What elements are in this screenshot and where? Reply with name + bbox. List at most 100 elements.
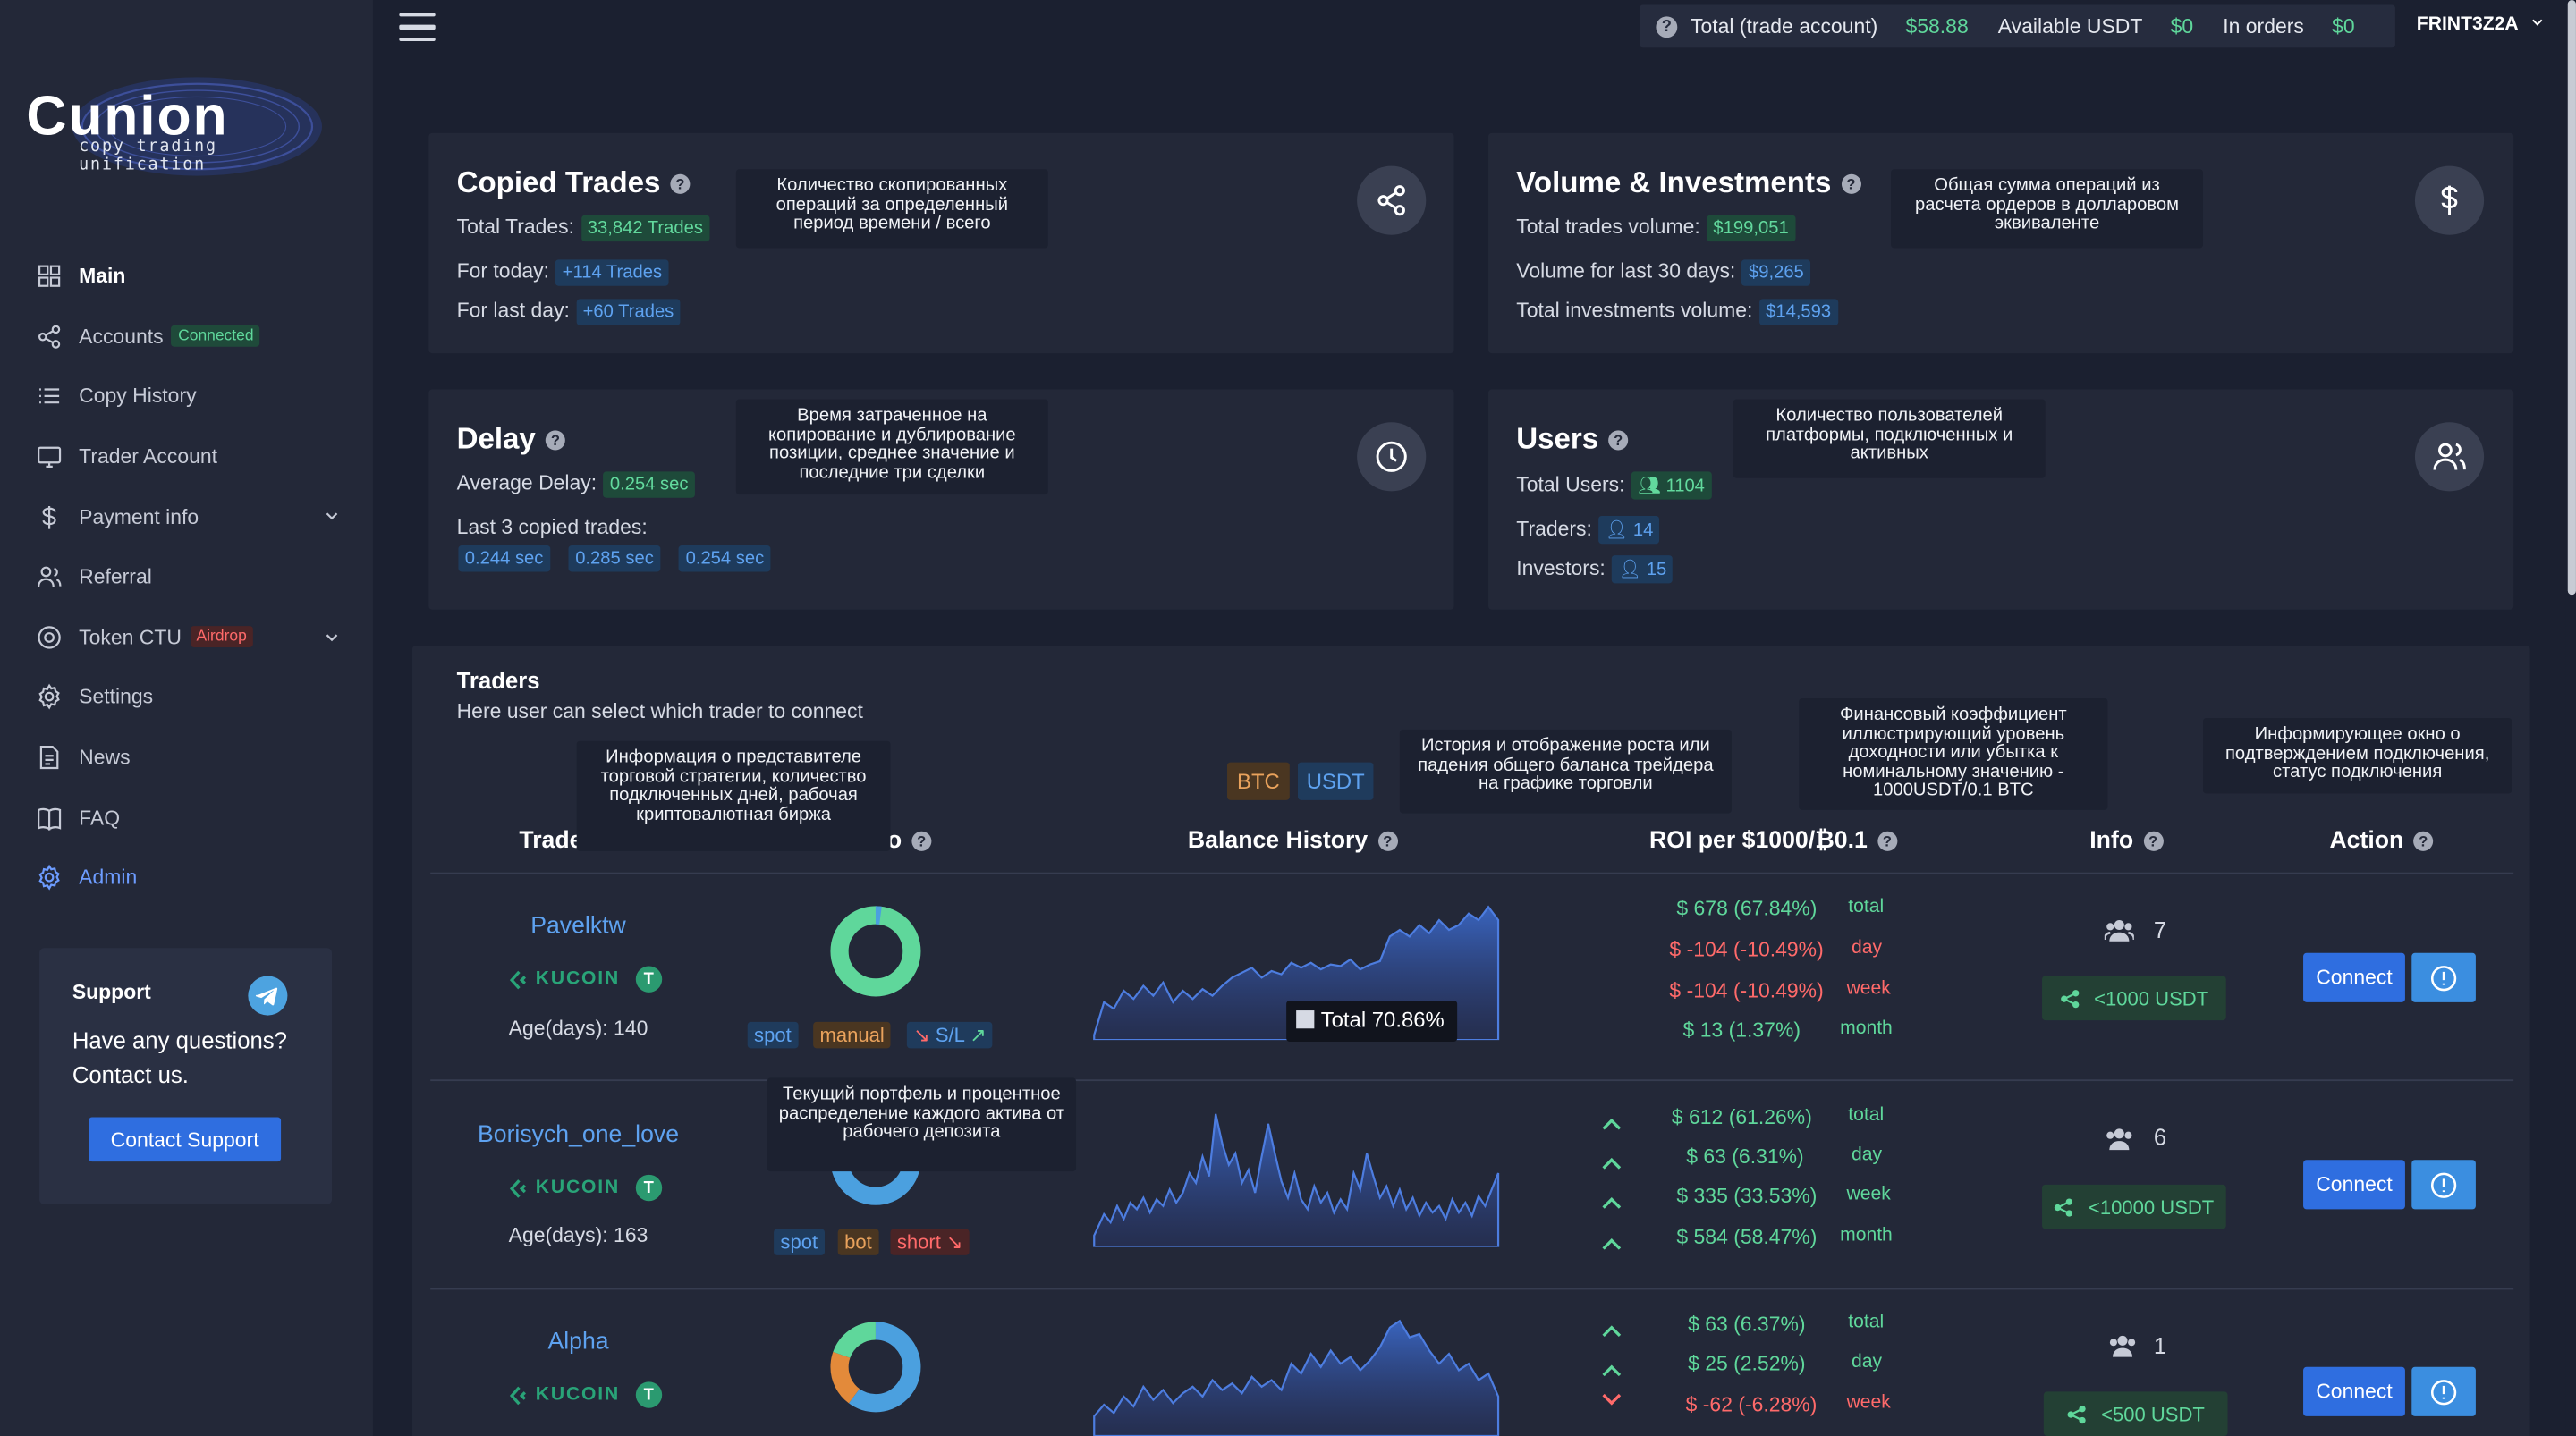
logo-tagline: copy trading unification — [79, 138, 217, 174]
portfolio-donut — [830, 906, 921, 997]
users-icon — [36, 564, 62, 590]
delay-tooltip: Время затраченное на копирование и дубли… — [735, 399, 1048, 495]
sidebar-item-faq[interactable]: FAQ — [0, 788, 373, 848]
kucoin-icon — [509, 969, 526, 989]
sidebar-item-admin[interactable]: Admin — [0, 848, 373, 908]
contact-support-button[interactable]: Contact Support — [89, 1117, 282, 1162]
alert-circle-icon — [2430, 966, 2457, 992]
sidebar-item-label: Copy History — [79, 384, 197, 409]
sidebar-item-main[interactable]: Main — [0, 247, 373, 307]
sidebar-item-label: Payment info — [79, 505, 199, 529]
last3-label: Last 3 copied trades: — [456, 515, 648, 539]
sidebar-item-label: Settings — [79, 686, 154, 709]
help-icon[interactable]: ? — [1841, 174, 1861, 195]
roi-value: $ 63 (6.31%) — [1686, 1145, 1804, 1169]
sidebar-item-trader-account[interactable]: Trader Account — [0, 427, 373, 486]
connect-button[interactable]: Connect — [2303, 952, 2405, 1002]
th-trader: Trade — [519, 828, 583, 855]
sidebar-item-token-ctu[interactable]: Token CTU Airdrop — [0, 607, 373, 667]
share-icon — [2067, 1405, 2086, 1423]
scrollbar-thumb[interactable] — [2567, 0, 2576, 596]
volume-title: Volume & Investments? — [1516, 166, 1861, 201]
news-icon — [36, 744, 62, 770]
help-icon[interactable]: ? — [1877, 832, 1897, 852]
token-icon — [36, 624, 62, 650]
th-balance: Balance History? — [1188, 828, 1398, 855]
delay-value: 0.244 sec — [458, 545, 550, 572]
help-icon[interactable]: ? — [545, 430, 565, 451]
trader-name-link[interactable]: Pavelktw — [530, 913, 626, 941]
telegram-icon[interactable] — [248, 976, 288, 1016]
delay-title: Delay? — [457, 422, 565, 457]
delay-value: 0.285 sec — [568, 545, 661, 572]
info-button[interactable] — [2411, 952, 2476, 1002]
share-icon — [2055, 1197, 2073, 1216]
sidebar-item-label: Admin — [79, 866, 138, 890]
menu-toggle-icon[interactable] — [399, 13, 436, 43]
chevron-up-icon — [1602, 1118, 1622, 1130]
help-icon[interactable]: ? — [1608, 430, 1629, 451]
trader-name-link[interactable]: Borisych_one_love — [477, 1122, 680, 1149]
tab-usdt[interactable]: USDT — [1297, 762, 1374, 800]
roi-value: $ 63 (6.37%) — [1688, 1313, 1806, 1336]
help-icon[interactable]: ? — [1377, 832, 1398, 852]
connect-button[interactable]: Connect — [2303, 1160, 2405, 1210]
table-divider — [430, 1079, 2514, 1082]
chevron-up-icon — [1602, 1364, 1622, 1377]
support-text: Have any questions? Contact us. — [72, 1026, 287, 1088]
connect-button[interactable]: Connect — [2303, 1366, 2405, 1416]
support-card: Support Have any questions? Contact us. … — [39, 948, 333, 1204]
trader-tags: spot manual ↘ S/L ↗ — [747, 1021, 1027, 1052]
account-balance-bar: ? Total (trade account) $58.88 Available… — [1640, 4, 2395, 48]
roi-label: week — [1846, 1184, 1891, 1204]
total-volume-row: Total trades volume: $199,051 — [1516, 215, 1796, 242]
trader-age: Age(days): 163 — [508, 1223, 648, 1247]
table-divider — [430, 872, 2514, 874]
sidebar-item-referral[interactable]: Referral — [0, 547, 373, 607]
tab-btc[interactable]: BTC — [1227, 762, 1290, 800]
followers-count: 7 — [2153, 917, 2167, 943]
sidebar-item-news[interactable]: News — [0, 728, 373, 788]
available-value: $0 — [2170, 14, 2194, 38]
chevron-down-icon — [326, 633, 338, 641]
chevron-up-icon — [1602, 1237, 1622, 1250]
roi-value: $ 612 (61.26%) — [1671, 1105, 1812, 1129]
exchange-label: KUCOIN T — [508, 966, 663, 993]
sidebar-item-accounts[interactable]: Accounts Connected — [0, 307, 373, 367]
user-menu[interactable]: FRINT3Z2A — [2417, 15, 2545, 35]
roi-label: month — [1840, 1018, 1893, 1039]
trader-tags: spot bot short ↘ — [774, 1229, 1053, 1258]
help-icon[interactable]: ? — [1656, 15, 1678, 38]
kucoin-icon — [509, 1178, 526, 1197]
sidebar-item-copy-history[interactable]: Copy History — [0, 367, 373, 427]
delay-value: 0.254 sec — [679, 545, 771, 572]
sidebar-item-settings[interactable]: Settings — [0, 667, 373, 727]
username: FRINT3Z2A — [2416, 14, 2518, 35]
roi-value: $ -62 (-6.28%) — [1685, 1393, 1818, 1416]
help-icon[interactable]: ? — [911, 832, 932, 852]
roi-value: $ -104 (-10.49%) — [1669, 979, 1824, 1002]
roi-label: day — [1851, 1145, 1883, 1165]
sidebar-item-payment-info[interactable]: Payment info — [0, 487, 373, 547]
list-icon — [36, 384, 62, 410]
deposit-limit-badge: <10000 USDT — [2042, 1184, 2226, 1229]
cunion-logo[interactable]: Cunion copy trading unification — [20, 66, 332, 191]
help-icon[interactable]: ? — [2413, 832, 2434, 852]
trader-age: Age(days): 140 — [508, 1017, 648, 1041]
copied-trades-title: Copied Trades? — [457, 166, 691, 201]
trader-name-link[interactable]: Alpha — [547, 1329, 609, 1356]
balance-history-chart — [1093, 1319, 1500, 1436]
logo-wordmark: Cunion — [26, 85, 229, 148]
chevron-down-icon — [1602, 1393, 1622, 1406]
roi-value: $ -104 (-10.49%) — [1669, 938, 1824, 961]
th-portfolio: o? — [887, 828, 932, 855]
investors-row: Investors: 👤︎ 15 — [1516, 555, 1674, 584]
grid-icon — [36, 264, 62, 290]
info-button[interactable] — [2411, 1366, 2476, 1416]
help-icon[interactable]: ? — [670, 174, 691, 195]
help-icon[interactable]: ? — [2143, 832, 2164, 852]
info-button[interactable] — [2411, 1160, 2476, 1210]
orders-value: $0 — [2332, 14, 2355, 38]
sidebar-item-label: FAQ — [79, 806, 121, 830]
chevron-up-icon — [1602, 1325, 1622, 1338]
